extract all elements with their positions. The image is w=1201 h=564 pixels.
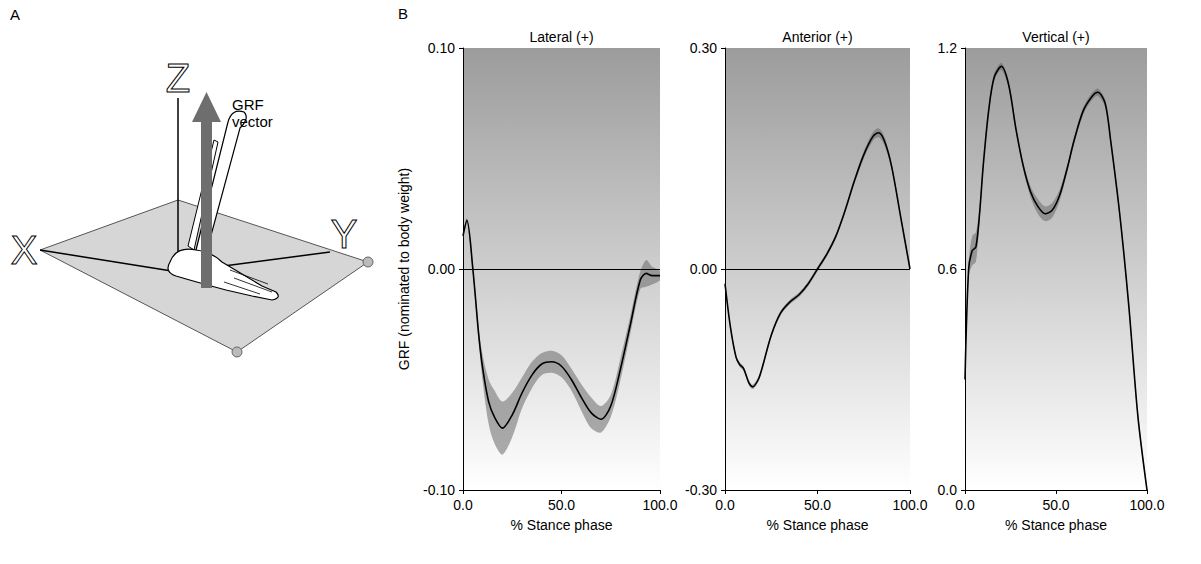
svg-text:0.30: 0.30 <box>690 40 717 56</box>
svg-text:0.00: 0.00 <box>428 261 455 277</box>
svg-text:Z: Z <box>166 56 190 100</box>
svg-text:50.0: 50.0 <box>804 497 831 513</box>
svg-text:0.0: 0.0 <box>453 497 473 513</box>
svg-text:50.0: 50.0 <box>548 497 575 513</box>
svg-text:100.0: 100.0 <box>892 497 927 513</box>
svg-text:Vertical (+): Vertical (+) <box>1022 29 1089 45</box>
svg-text:0.0: 0.0 <box>715 497 735 513</box>
svg-text:0.6: 0.6 <box>938 261 958 277</box>
svg-text:0.0: 0.0 <box>938 482 958 498</box>
svg-text:-0.10: -0.10 <box>423 482 455 498</box>
svg-text:GRF: GRF <box>232 96 264 113</box>
svg-text:% Stance phase: % Stance phase <box>1005 517 1107 533</box>
svg-text:GRF (nominated to body weight): GRF (nominated to body weight) <box>396 168 412 370</box>
svg-text:% Stance phase: % Stance phase <box>767 517 869 533</box>
svg-text:100.0: 100.0 <box>1129 497 1164 513</box>
svg-text:Anterior (+): Anterior (+) <box>782 29 852 45</box>
svg-text:B: B <box>398 5 408 22</box>
svg-text:X: X <box>11 228 38 272</box>
svg-text:-0.30: -0.30 <box>685 482 717 498</box>
svg-text:Y: Y <box>331 212 358 256</box>
svg-text:vector: vector <box>232 113 273 130</box>
svg-text:0.10: 0.10 <box>428 40 455 56</box>
svg-text:100.0: 100.0 <box>642 497 677 513</box>
svg-text:0.00: 0.00 <box>690 261 717 277</box>
svg-text:A: A <box>10 6 20 23</box>
svg-text:0.0: 0.0 <box>955 497 975 513</box>
svg-text:50.0: 50.0 <box>1042 497 1069 513</box>
svg-text:Lateral (+): Lateral (+) <box>529 29 593 45</box>
svg-text:1.2: 1.2 <box>938 40 958 56</box>
svg-text:% Stance phase: % Stance phase <box>511 517 613 533</box>
